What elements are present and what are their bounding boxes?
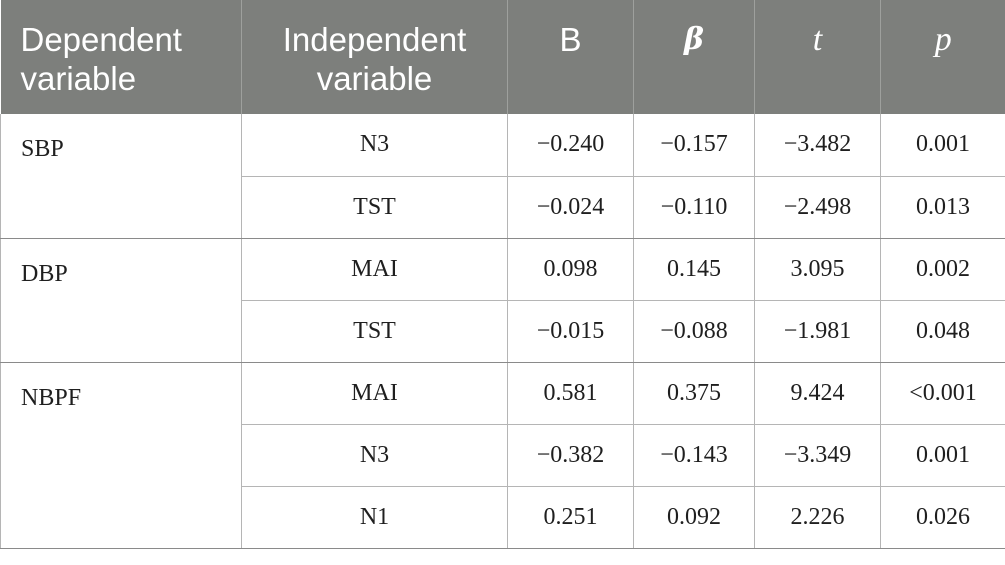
beta-cell: −0.143 <box>633 424 755 487</box>
header-independent-variable: Independent variable <box>241 0 508 114</box>
table-row: N3 −0.382 −0.143 −3.349 0.001 <box>1 424 1005 487</box>
b-cell: −0.240 <box>507 114 634 177</box>
dependent-variable-cell: DBP <box>0 238 242 363</box>
beta-cell: 0.092 <box>633 486 755 549</box>
table-row: N1 0.251 0.092 2.226 0.026 <box>1 486 1005 549</box>
p-cell: 0.013 <box>880 176 1005 239</box>
beta-cell: 0.375 <box>633 362 755 425</box>
table-header: Dependent variable Independent variable … <box>0 0 1005 114</box>
table-row: DBP MAI 0.098 0.145 3.095 0.002 <box>0 238 1005 363</box>
table-row: NBPF MAI 0.581 0.375 9.424 <0.001 <box>0 362 1005 549</box>
p-cell: 0.002 <box>880 238 1005 301</box>
beta-cell: −0.088 <box>633 300 755 363</box>
t-cell: −1.981 <box>754 300 881 363</box>
independent-variable-cell: N1 <box>241 486 508 549</box>
b-cell: −0.024 <box>507 176 634 239</box>
independent-variable-cell: TST <box>241 300 508 363</box>
beta-cell: 0.145 <box>633 238 755 301</box>
t-cell: −3.349 <box>754 424 881 487</box>
table-body: SBP N3 −0.240 −0.157 −3.482 0.001 TST −0… <box>0 114 1005 549</box>
table-row: SBP N3 −0.240 −0.157 −3.482 0.001 <box>0 114 1005 239</box>
dependent-variable-cell: SBP <box>0 114 242 239</box>
header-t: t <box>754 0 881 114</box>
b-cell: −0.382 <box>507 424 634 487</box>
t-cell: 3.095 <box>754 238 881 301</box>
b-cell: −0.015 <box>507 300 634 363</box>
header-row: Dependent variable Independent variable … <box>0 0 1005 114</box>
independent-variable-cell: N3 <box>241 424 508 487</box>
t-cell: 9.424 <box>754 362 881 425</box>
dependent-variable-cell: NBPF <box>0 362 242 549</box>
b-cell: 0.581 <box>507 362 634 425</box>
header-beta: β <box>633 0 755 114</box>
b-cell: 0.098 <box>507 238 634 301</box>
beta-cell: −0.157 <box>633 114 755 177</box>
independent-variable-cell: MAI <box>241 362 508 425</box>
t-cell: −3.482 <box>754 114 881 177</box>
header-dependent-variable: Dependent variable <box>20 21 182 97</box>
independent-variable-cell: MAI <box>241 238 508 301</box>
p-cell: <0.001 <box>880 362 1005 425</box>
p-cell: 0.001 <box>880 114 1005 177</box>
independent-variable-cell: TST <box>241 176 508 239</box>
independent-variable-cell: N3 <box>241 114 508 177</box>
t-cell: 2.226 <box>754 486 881 549</box>
beta-cell: −0.110 <box>633 176 755 239</box>
header-p: p <box>880 0 1005 114</box>
p-cell: 0.048 <box>880 300 1005 363</box>
t-cell: −2.498 <box>754 176 881 239</box>
p-cell: 0.026 <box>880 486 1005 549</box>
regression-table: Dependent variable Independent variable … <box>0 0 1005 549</box>
p-cell: 0.001 <box>880 424 1005 487</box>
table-row: TST −0.015 −0.088 −1.981 0.048 <box>1 300 1005 363</box>
b-cell: 0.251 <box>507 486 634 549</box>
table-row: TST −0.024 −0.110 −2.498 0.013 <box>1 176 1005 239</box>
header-b: B <box>507 0 634 114</box>
